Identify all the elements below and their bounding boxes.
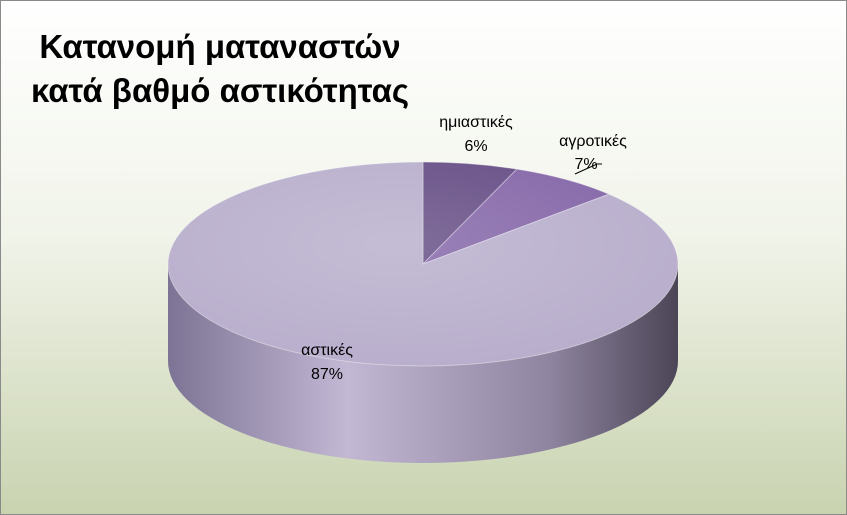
- leader-line: [574, 163, 602, 175]
- chart-title-line-1: Κατανομή ματαναστών: [39, 28, 401, 65]
- slice-value-ημιαστικές: 6%: [464, 138, 487, 155]
- slice-label-αγροτικές: αγροτικές: [559, 133, 627, 150]
- chart-title: Κατανομή ματαναστών κατά βαθμό αστικότητ…: [15, 25, 425, 113]
- slice-value-αγροτικές: 7%: [574, 156, 597, 173]
- pie-top-highlight: [168, 162, 678, 366]
- slice-label-αστικές: αστικές: [301, 342, 353, 359]
- slice-value-αστικές: 87%: [311, 366, 343, 383]
- chart-title-line-2: κατά βαθμό αστικότητας: [30, 72, 410, 109]
- pie-side-wall: [168, 264, 678, 463]
- slice-label-ημιαστικές: ημιαστικές: [439, 114, 513, 131]
